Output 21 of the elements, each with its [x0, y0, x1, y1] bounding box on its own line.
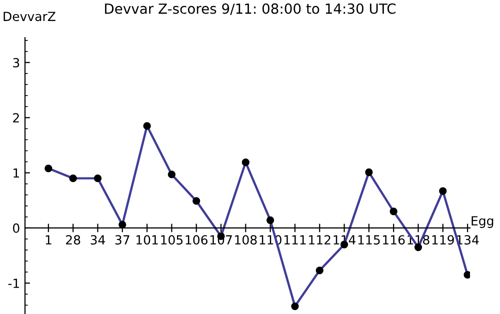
chart-title: Devvar Z-scores 9/11: 08:00 to 14:30 UTC	[105, 3, 396, 15]
x-axis-title: Egg	[472, 216, 494, 228]
y-tick-label: 1	[14, 168, 19, 178]
x-tick-label: 1	[46, 235, 52, 244]
x-tick-label: 111	[284, 235, 306, 244]
y-tick-label: -1	[8, 278, 19, 288]
y-tick-label: 0	[13, 223, 20, 233]
x-tick-label: 28	[66, 235, 80, 245]
x-tick-label: 34	[90, 235, 105, 245]
x-tick-label: 106	[186, 235, 208, 245]
x-tick-label: 119	[432, 235, 454, 245]
x-tick-label: 116	[383, 235, 405, 245]
x-tick-label: 115	[358, 235, 380, 245]
x-tick-label: 108	[235, 235, 257, 245]
y-axis-title: DevvarZ	[4, 12, 56, 22]
x-tick-label: 37	[115, 235, 130, 245]
x-tick-label: 112	[309, 235, 330, 244]
y-tick-label: 3	[13, 58, 20, 68]
x-tick-label: 101	[136, 235, 158, 245]
y-tick-label: 2	[13, 113, 19, 122]
x-tick-label: 105	[161, 235, 183, 245]
